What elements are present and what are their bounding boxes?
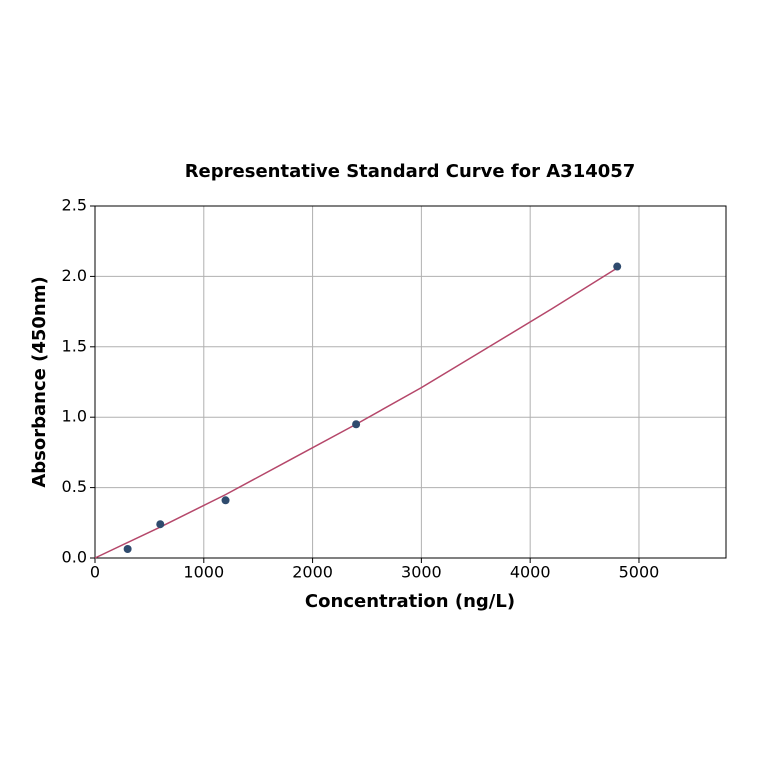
x-tick-label: 5000 <box>619 563 660 582</box>
data-point <box>123 544 132 553</box>
y-tick-label: 0.5 <box>62 477 87 496</box>
y-tick-label: 1.0 <box>62 407 87 426</box>
y-tick-label: 1.5 <box>62 336 87 355</box>
plot-frame <box>94 205 727 559</box>
x-tick-label: 3000 <box>401 563 442 582</box>
y-tick-label: 2.0 <box>62 266 87 285</box>
y-tick-label: 0.0 <box>62 548 87 567</box>
data-point <box>156 520 165 529</box>
data-point <box>221 496 230 505</box>
x-tick-label: 2000 <box>292 563 333 582</box>
data-point <box>613 262 622 271</box>
x-tick-label: 4000 <box>510 563 551 582</box>
x-tick-label: 1000 <box>183 563 224 582</box>
chart-title: Representative Standard Curve for A31405… <box>185 161 636 182</box>
y-axis-label: Absorbance (450nm) <box>29 276 50 487</box>
x-tick-label: 0 <box>90 563 100 582</box>
data-point <box>352 420 361 429</box>
y-tick-label: 2.5 <box>62 196 87 215</box>
x-axis-label: Concentration (ng/L) <box>305 591 515 612</box>
fit-curve <box>94 267 618 559</box>
